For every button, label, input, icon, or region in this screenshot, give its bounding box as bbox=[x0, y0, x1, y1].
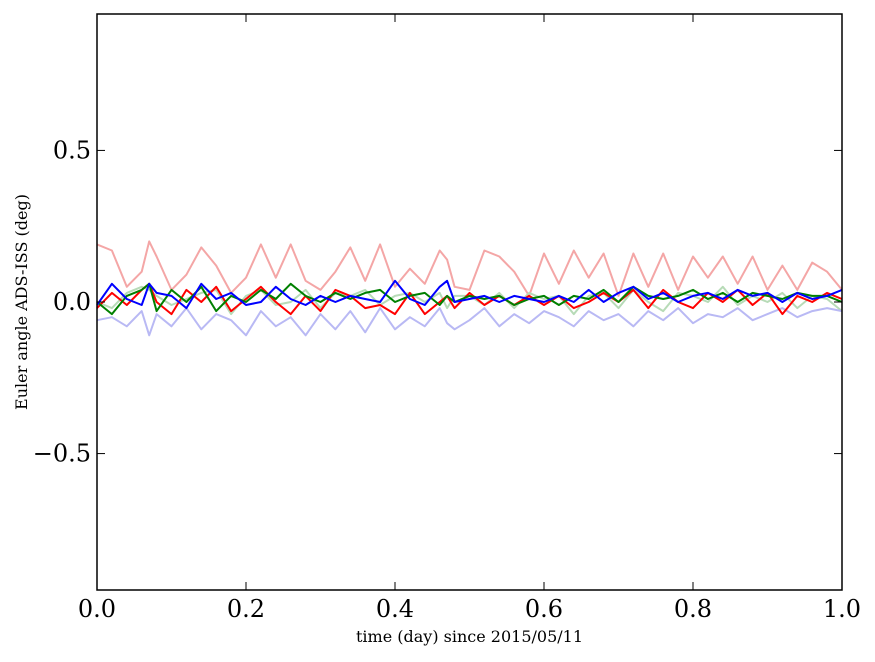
series-line-6 bbox=[96, 279, 843, 310]
series-layer bbox=[96, 240, 843, 337]
y-tick-label: 0.5 bbox=[53, 136, 91, 164]
y-axis-label: Euler angle ADS-ISS (deg) bbox=[12, 194, 31, 410]
x-tick-label: 0.4 bbox=[376, 595, 414, 623]
x-tick-label: 0.2 bbox=[227, 595, 265, 623]
series-line-3 bbox=[96, 307, 843, 337]
x-axis-label: time (day) since 2015/05/11 bbox=[356, 627, 583, 646]
x-tick-label: 0.6 bbox=[525, 595, 563, 623]
x-tick-label: 1.0 bbox=[823, 595, 861, 623]
y-tick-label: −0.5 bbox=[33, 440, 91, 468]
series-line-1 bbox=[96, 240, 843, 297]
x-tick-label: 0.0 bbox=[78, 595, 116, 623]
y-tick-label: 0.0 bbox=[53, 288, 91, 316]
plot-frame bbox=[96, 13, 843, 591]
x-tick-label: 0.8 bbox=[674, 595, 712, 623]
tick-layer: 0.0 0.2 0.4 0.6 0.8 1.0 −0.5 0.0 0.5 bbox=[33, 14, 861, 623]
